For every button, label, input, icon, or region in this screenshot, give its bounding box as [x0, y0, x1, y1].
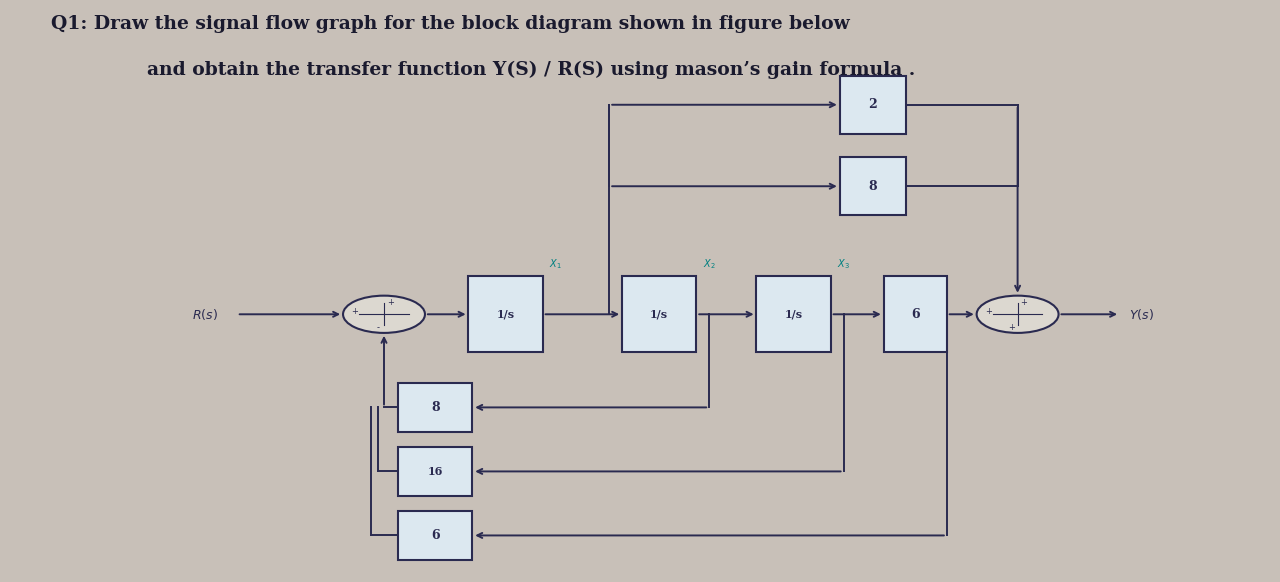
Bar [840, 76, 906, 134]
Text: +: + [351, 307, 358, 316]
Bar [840, 157, 906, 215]
Text: $Y(s)$: $Y(s)$ [1129, 307, 1153, 322]
Text: 6: 6 [431, 529, 439, 542]
Text: +: + [1009, 323, 1015, 332]
Bar [398, 383, 472, 432]
Text: -: - [376, 323, 379, 332]
Bar [756, 276, 831, 352]
Bar [883, 276, 947, 352]
Bar [398, 511, 472, 560]
Text: 1/s: 1/s [650, 309, 668, 320]
Text: 8: 8 [869, 180, 877, 193]
Bar [398, 447, 472, 496]
Circle shape [977, 296, 1059, 333]
Text: and obtain the transfer function Y(S) / R(S) using mason’s gain formula .: and obtain the transfer function Y(S) / … [147, 61, 915, 79]
Text: 16: 16 [428, 466, 443, 477]
Text: 6: 6 [911, 308, 919, 321]
Circle shape [343, 296, 425, 333]
Bar [622, 276, 696, 352]
Text: +: + [984, 307, 992, 316]
Text: $X_3$: $X_3$ [837, 257, 850, 271]
Text: $R(s)$: $R(s)$ [192, 307, 218, 322]
Text: +: + [387, 297, 393, 307]
Bar [468, 276, 543, 352]
Text: +: + [1020, 297, 1027, 307]
Text: $X_2$: $X_2$ [703, 257, 716, 271]
Text: 1/s: 1/s [497, 309, 515, 320]
Text: 8: 8 [431, 401, 439, 414]
Text: Q1: Draw the signal flow graph for the block diagram shown in figure below: Q1: Draw the signal flow graph for the b… [51, 15, 850, 33]
Text: $X_1$: $X_1$ [549, 257, 562, 271]
Text: 2: 2 [869, 98, 877, 111]
Text: 1/s: 1/s [785, 309, 803, 320]
